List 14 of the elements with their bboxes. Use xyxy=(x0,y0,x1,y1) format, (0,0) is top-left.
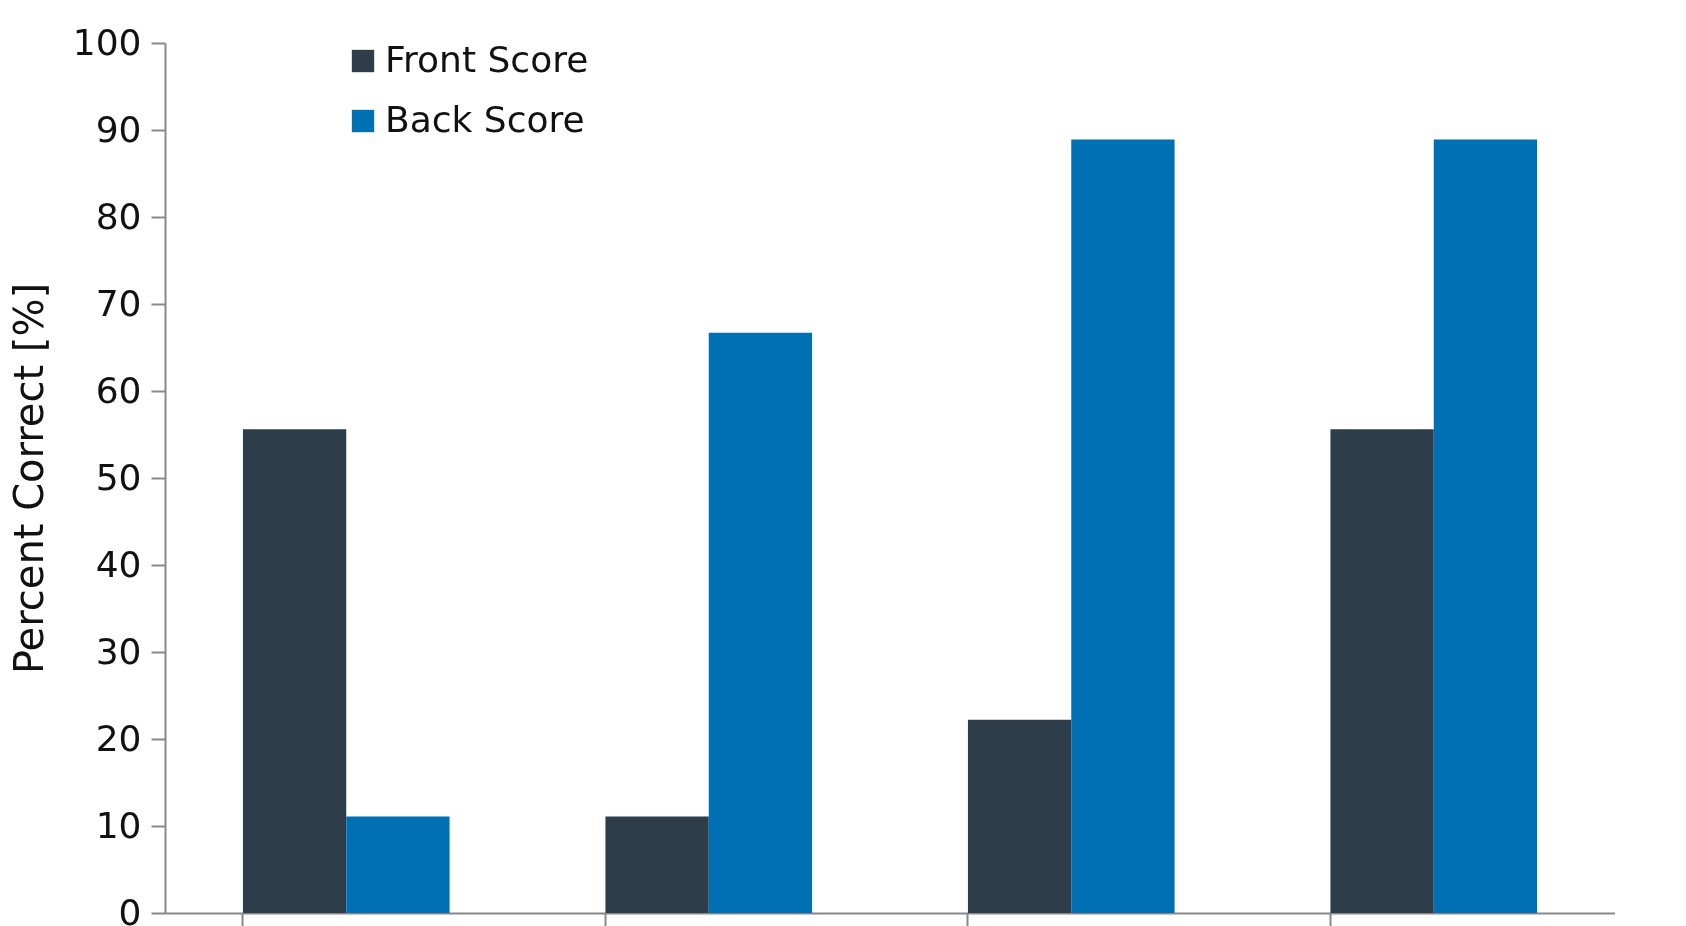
y-tick-label: 30 xyxy=(95,630,142,672)
y-tick-label: 40 xyxy=(95,543,142,585)
y-tick-label: 50 xyxy=(95,456,142,498)
y-axis-title: Percent Correct [%] xyxy=(5,282,52,675)
y-tick-label: 60 xyxy=(95,369,142,411)
y-tick-label: 0 xyxy=(118,891,142,926)
y-tick-label: 20 xyxy=(95,717,142,759)
legend-label: Back Score xyxy=(385,99,585,140)
legend-label: Front Score xyxy=(385,39,589,80)
y-tick-label: 80 xyxy=(95,195,142,237)
y-tick-label: 70 xyxy=(95,282,142,324)
y-tick-label: 90 xyxy=(95,108,142,150)
y-tick-label: 100 xyxy=(72,21,142,63)
y-tick-label: 10 xyxy=(95,804,142,846)
